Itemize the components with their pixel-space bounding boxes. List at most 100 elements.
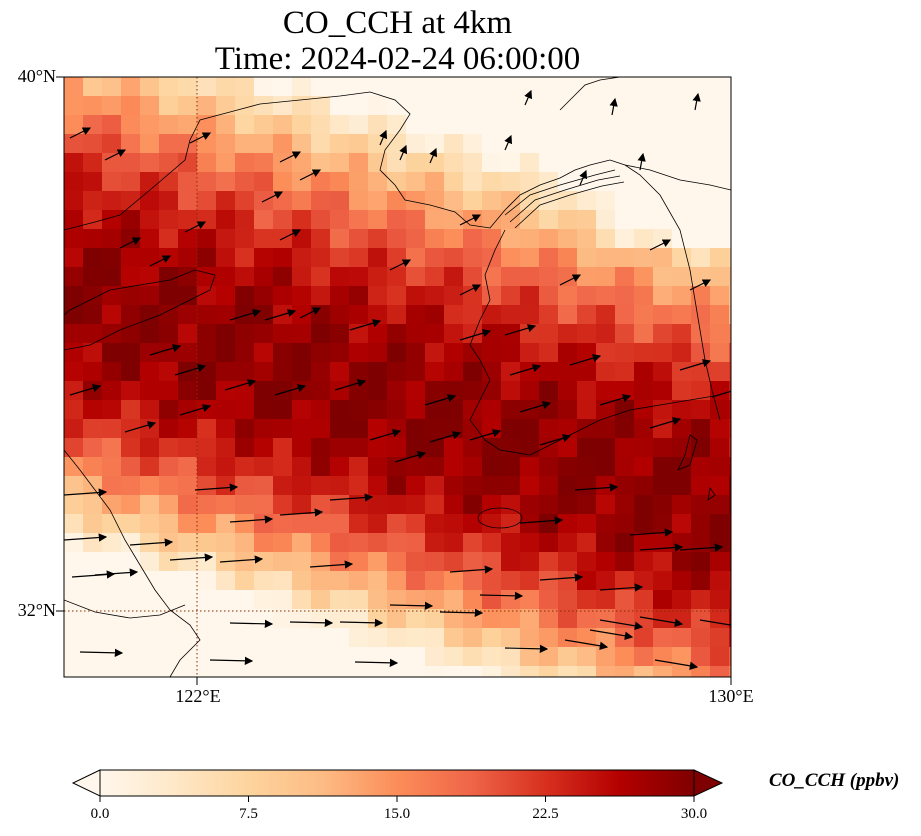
field-cell — [140, 609, 160, 629]
field-cell — [729, 438, 731, 458]
field-cell — [349, 229, 369, 249]
field-cell — [197, 571, 217, 591]
field-cell — [216, 229, 236, 249]
field-cell — [425, 533, 445, 553]
field-cell — [349, 514, 369, 534]
field-cell — [121, 438, 141, 458]
field-cell — [330, 647, 350, 667]
field-cell — [121, 96, 141, 116]
field-cell — [121, 457, 141, 477]
field-cell — [102, 666, 122, 677]
field-cell — [577, 457, 597, 477]
field-cell — [520, 419, 540, 439]
field-cell — [197, 476, 217, 496]
field-cell — [710, 96, 730, 116]
field-cell — [425, 362, 445, 382]
field-cell — [140, 381, 160, 401]
wind-arrow — [424, 394, 457, 406]
field-cell — [159, 381, 179, 401]
field-cell — [406, 153, 426, 173]
field-cell — [64, 153, 84, 173]
field-cell — [197, 191, 217, 211]
field-cell — [672, 495, 692, 515]
field-cell — [387, 400, 407, 420]
field-cell — [235, 134, 255, 154]
field-cell — [197, 248, 217, 268]
field-cell — [520, 571, 540, 591]
field-cell — [596, 552, 616, 572]
field-cell — [330, 476, 350, 496]
field-cell — [634, 267, 654, 287]
field-cell — [425, 647, 445, 667]
field-cell — [615, 96, 635, 116]
wind-arrow — [679, 359, 712, 371]
field-cell — [121, 514, 141, 534]
field-cell — [425, 419, 445, 439]
field-cell — [197, 305, 217, 325]
field-cell — [235, 248, 255, 268]
wind-arrow — [149, 344, 182, 356]
field-cell — [653, 362, 673, 382]
field-cell — [558, 191, 578, 211]
field-cell — [444, 305, 464, 325]
field-cell — [235, 172, 255, 192]
field-cell — [273, 115, 293, 135]
field-cell — [216, 533, 236, 553]
field-cell — [349, 438, 369, 458]
field-cell — [159, 172, 179, 192]
field-cell — [425, 438, 445, 458]
field-cell — [216, 153, 236, 173]
field-cell — [729, 286, 731, 306]
field-cell — [615, 324, 635, 344]
wind-arrow — [559, 274, 582, 286]
field-cell — [235, 324, 255, 344]
field-cell — [330, 191, 350, 211]
field-cell — [615, 362, 635, 382]
wind-arrow — [654, 659, 699, 670]
field-cell — [482, 229, 502, 249]
field-cell — [102, 590, 122, 610]
field-cell — [349, 305, 369, 325]
field-cell — [691, 305, 711, 325]
field-cell — [159, 609, 179, 629]
field-cell — [102, 305, 122, 325]
field-cell — [292, 571, 312, 591]
wind-arrow — [129, 538, 174, 547]
field-cell — [159, 362, 179, 382]
field-cell — [634, 419, 654, 439]
field-cell — [710, 362, 730, 382]
field-cell — [406, 609, 426, 629]
field-cell — [501, 172, 521, 192]
wind-arrow — [279, 229, 302, 241]
field-cell — [539, 210, 559, 230]
field-cell — [425, 77, 445, 97]
field-cell — [311, 476, 331, 496]
field-cell — [596, 590, 616, 610]
field-cell — [121, 324, 141, 344]
field-cell — [520, 609, 540, 629]
wind-arrow — [539, 434, 572, 446]
field-cell — [178, 229, 198, 249]
field-cell — [216, 628, 236, 648]
field-cell — [501, 647, 521, 667]
field-cell — [254, 286, 274, 306]
map-plot — [56, 76, 732, 685]
field-cell — [83, 495, 103, 515]
wind-arrow — [509, 364, 542, 376]
field-cell — [140, 438, 160, 458]
field-cell — [482, 96, 502, 116]
field-cell — [216, 172, 236, 192]
field-cell — [425, 210, 445, 230]
field-cell — [102, 229, 122, 249]
wind-arrow — [261, 191, 284, 203]
field-cell — [273, 343, 293, 363]
field-cell — [216, 438, 236, 458]
field-cell — [615, 666, 635, 677]
field-cell — [444, 533, 464, 553]
field-cell — [140, 400, 160, 420]
field-cell — [64, 77, 84, 97]
field-cell — [254, 343, 274, 363]
field-cell — [292, 210, 312, 230]
field-cell — [444, 571, 464, 591]
field-cell — [729, 96, 731, 116]
